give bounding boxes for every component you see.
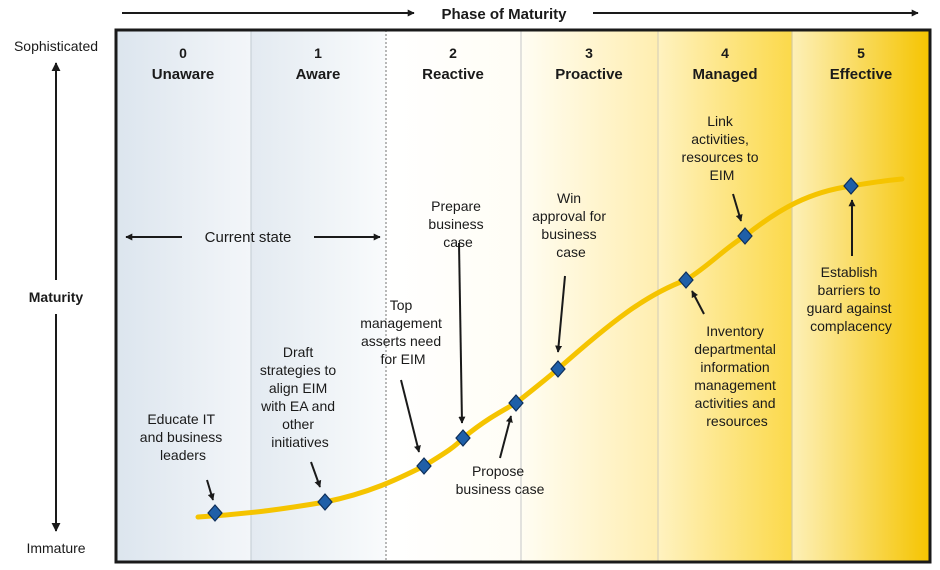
phase-column-4 [658, 30, 792, 562]
phase-column-5 [792, 30, 930, 562]
arrow-educate [206, 479, 215, 501]
milestone-propose-label: Propose business case [456, 463, 545, 497]
arrow-inventory [691, 290, 705, 315]
marker-inventory [678, 271, 694, 289]
milestone-labels: Educate IT and business leaders Draft st… [140, 113, 896, 497]
phase-column-3 [521, 30, 658, 562]
marker-establish [843, 177, 859, 195]
milestone-inventory-label: Inventory departmental information manag… [694, 323, 780, 429]
arrow-propose [499, 415, 513, 459]
current-state-label: Current state [205, 229, 292, 246]
milestone-link-label: Link activities, resources to EIM [682, 113, 763, 183]
phase-0-number: 0 [179, 45, 187, 61]
phase-axis-title: Phase of Maturity [441, 6, 567, 23]
milestone-educate-label: Educate IT and business leaders [140, 411, 226, 463]
marker-win-approval [550, 360, 566, 378]
phase-2-number: 2 [449, 45, 457, 61]
phase-3-name: Proactive [555, 66, 623, 83]
y-axis-bottom-label: Immature [26, 540, 85, 556]
phase-columns [114, 28, 932, 564]
phase-1-name: Aware [296, 66, 341, 83]
phase-0-name: Unaware [152, 66, 215, 83]
phase-5-number: 5 [857, 45, 865, 61]
marker-draft [317, 493, 333, 511]
phase-column-1 [251, 30, 386, 562]
marker-top-management [416, 457, 432, 475]
maturity-axis: Sophisticated Maturity Immature [14, 38, 98, 556]
phase-headers: 0 Unaware 1 Aware 2 Reactive 3 Proactive… [152, 45, 893, 83]
phase-4-name: Managed [692, 66, 757, 83]
phase-column-0 [116, 30, 251, 562]
marker-link [737, 227, 753, 245]
phase-3-number: 3 [585, 45, 593, 61]
y-axis-middle-label: Maturity [29, 289, 84, 305]
arrow-top-management [400, 379, 421, 453]
milestone-draft-label: Draft strategies to align EIM with EA an… [260, 344, 340, 450]
milestone-establish-label: Establish barriers to guard against comp… [807, 264, 896, 334]
arrow-draft [310, 461, 322, 488]
phase-1-number: 1 [314, 45, 322, 61]
phase-5-name: Effective [830, 66, 893, 83]
marker-propose [508, 394, 524, 412]
current-state: Current state [125, 229, 381, 246]
milestone-prepare-label: Prepare business case [428, 198, 487, 250]
y-axis-top-label: Sophisticated [14, 38, 98, 54]
arrow-win-approval [555, 275, 566, 353]
milestone-top-management-label: Top management asserts need for EIM [360, 297, 446, 367]
milestone-win-approval-label: Win approval for business case [532, 190, 610, 260]
milestone-markers [207, 177, 859, 522]
marker-educate [207, 504, 223, 522]
arrow-link [732, 193, 743, 222]
phase-4-number: 4 [721, 45, 729, 61]
arrow-prepare [458, 242, 466, 424]
phase-axis: Phase of Maturity [122, 6, 919, 23]
marker-prepare [455, 429, 471, 447]
diagram-frame [114, 28, 932, 564]
milestone-arrows [206, 193, 856, 501]
phase-2-name: Reactive [422, 66, 484, 83]
maturity-curve [195, 176, 905, 520]
